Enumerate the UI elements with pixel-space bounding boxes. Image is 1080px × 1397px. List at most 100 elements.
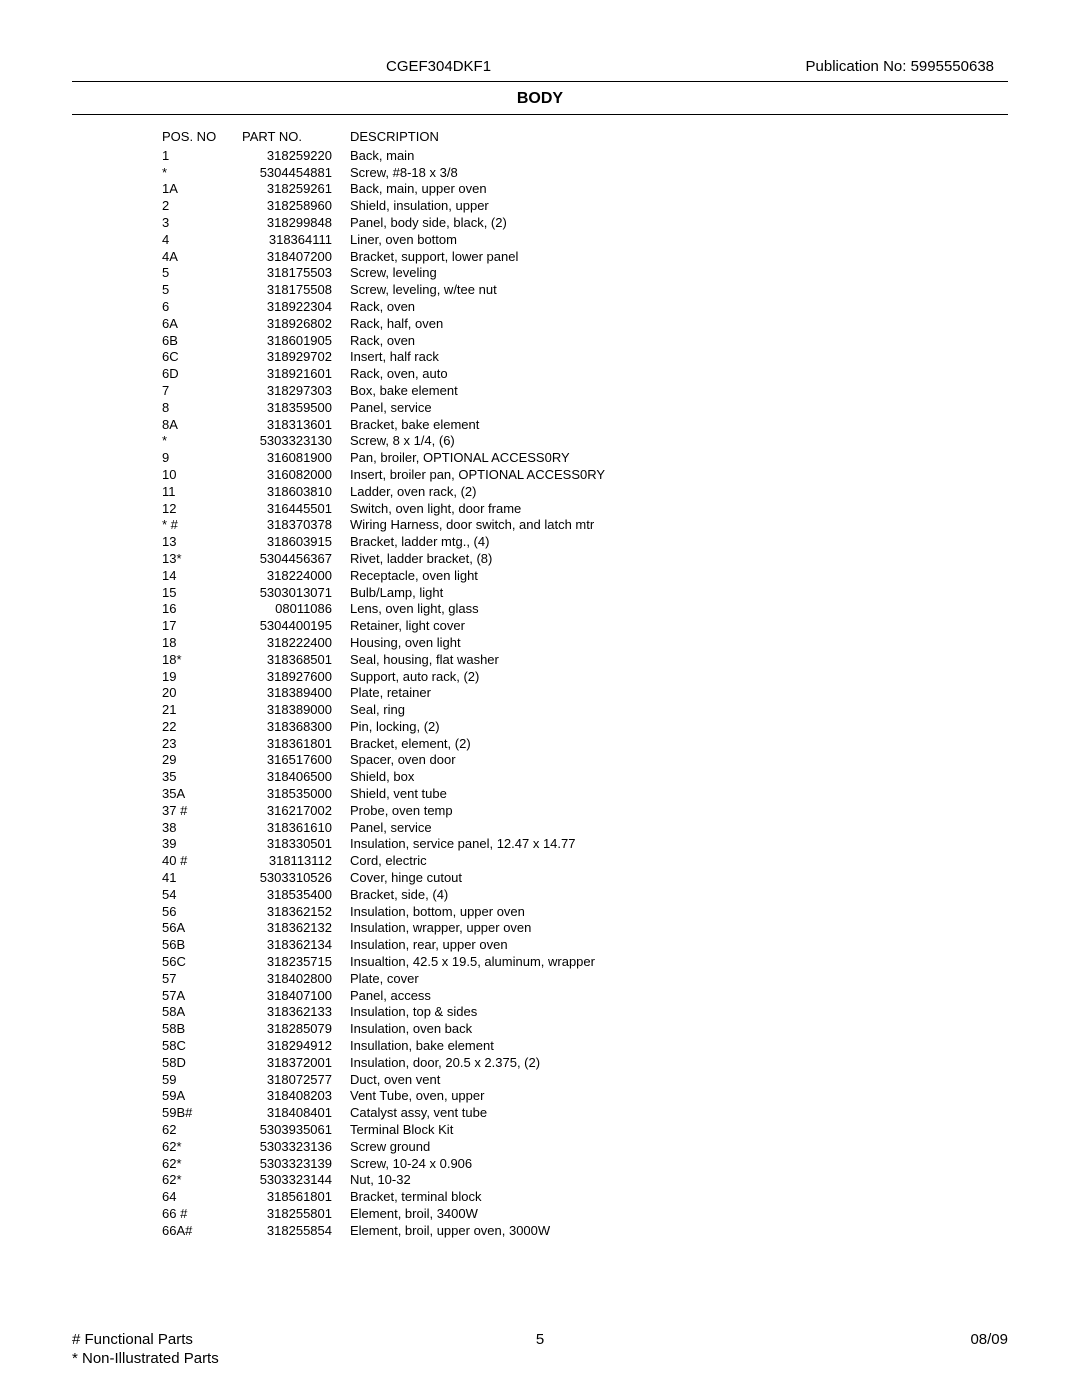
cell-desc: Screw, leveling [350, 265, 1008, 282]
table-row: 59B#318408401Catalyst assy, vent tube [162, 1105, 1008, 1122]
table-row: 62*5303323136Screw ground [162, 1139, 1008, 1156]
cell-pos: 56C [162, 954, 242, 971]
cell-desc: Insulation, wrapper, upper oven [350, 920, 1008, 937]
cell-pos: 62 [162, 1122, 242, 1139]
table-row: 21318389000Seal, ring [162, 702, 1008, 719]
cell-part: 5304456367 [242, 551, 350, 568]
cell-desc: Panel, body side, black, (2) [350, 215, 1008, 232]
cell-pos: 13* [162, 551, 242, 568]
cell-pos: 1 [162, 148, 242, 165]
cell-part: 318402800 [242, 971, 350, 988]
cell-part: 5304400195 [242, 618, 350, 635]
cell-pos: * [162, 165, 242, 182]
cell-pos: 66 # [162, 1206, 242, 1223]
section-title: BODY [72, 81, 1008, 115]
cell-part: 318926802 [242, 316, 350, 333]
cell-desc: Shield, box [350, 769, 1008, 786]
cell-part: 318535400 [242, 887, 350, 904]
cell-part: 318407200 [242, 249, 350, 266]
cell-pos: 6C [162, 349, 242, 366]
cell-pos: 6D [162, 366, 242, 383]
cell-desc: Rack, oven [350, 299, 1008, 316]
cell-desc: Panel, service [350, 400, 1008, 417]
table-row: 23318361801Bracket, element, (2) [162, 736, 1008, 753]
cell-part: 318313601 [242, 417, 350, 434]
cell-pos: 6B [162, 333, 242, 350]
cell-part: 318921601 [242, 366, 350, 383]
cell-pos: 58D [162, 1055, 242, 1072]
cell-part: 318294912 [242, 1038, 350, 1055]
cell-desc: Spacer, oven door [350, 752, 1008, 769]
cell-pos: 38 [162, 820, 242, 837]
table-row: 37 #316217002Probe, oven temp [162, 803, 1008, 820]
table-row: 13318603915Bracket, ladder mtg., (4) [162, 534, 1008, 551]
cell-pos: 4A [162, 249, 242, 266]
table-row: 59318072577Duct, oven vent [162, 1072, 1008, 1089]
cell-desc: Screw, 10-24 x 0.906 [350, 1156, 1008, 1173]
cell-desc: Retainer, light cover [350, 618, 1008, 635]
cell-part: 5303323136 [242, 1139, 350, 1156]
cell-pos: 58C [162, 1038, 242, 1055]
cell-part: 316081900 [242, 450, 350, 467]
cell-pos: 10 [162, 467, 242, 484]
page-number: 5 [536, 1331, 544, 1348]
cell-part: 318224000 [242, 568, 350, 585]
cell-desc: Panel, access [350, 988, 1008, 1005]
cell-part: 318389000 [242, 702, 350, 719]
cell-pos: 62* [162, 1156, 242, 1173]
cell-pos: 59A [162, 1088, 242, 1105]
cell-pos: 39 [162, 836, 242, 853]
cell-desc: Ladder, oven rack, (2) [350, 484, 1008, 501]
cell-part: 5303323144 [242, 1172, 350, 1189]
cell-desc: Wiring Harness, door switch, and latch m… [350, 517, 1008, 534]
cell-desc: Switch, oven light, door frame [350, 501, 1008, 518]
cell-pos: 7 [162, 383, 242, 400]
table-row: 62*5303323144Nut, 10-32 [162, 1172, 1008, 1189]
cell-pos: 58A [162, 1004, 242, 1021]
cell-desc: Receptacle, oven light [350, 568, 1008, 585]
col-header-pos: POS. NO [162, 129, 242, 146]
table-row: 64318561801Bracket, terminal block [162, 1189, 1008, 1206]
cell-part: 318361801 [242, 736, 350, 753]
cell-part: 318927600 [242, 669, 350, 686]
cell-pos: 14 [162, 568, 242, 585]
cell-pos: 5 [162, 265, 242, 282]
table-row: 56318362152Insulation, bottom, upper ove… [162, 904, 1008, 921]
table-row: 58C318294912Insullation, bake element [162, 1038, 1008, 1055]
footer-line: # Functional Parts 5 08/09 [72, 1331, 1008, 1348]
cell-desc: Rack, oven [350, 333, 1008, 350]
cell-part: 318255801 [242, 1206, 350, 1223]
cell-desc: Lens, oven light, glass [350, 601, 1008, 618]
cell-pos: 37 # [162, 803, 242, 820]
table-row: 1608011086Lens, oven light, glass [162, 601, 1008, 618]
table-row: 18*318368501Seal, housing, flat washer [162, 652, 1008, 669]
cell-part: 318603915 [242, 534, 350, 551]
cell-part: 318362132 [242, 920, 350, 937]
cell-desc: Insert, half rack [350, 349, 1008, 366]
cell-part: 318361610 [242, 820, 350, 837]
cell-part: 318259261 [242, 181, 350, 198]
table-row: 40 #318113112Cord, electric [162, 853, 1008, 870]
cell-pos: 19 [162, 669, 242, 686]
table-row: 11318603810Ladder, oven rack, (2) [162, 484, 1008, 501]
cell-desc: Insulation, top & sides [350, 1004, 1008, 1021]
cell-part: 318561801 [242, 1189, 350, 1206]
table-row: 175304400195Retainer, light cover [162, 618, 1008, 635]
table-row: 2318258960Shield, insulation, upper [162, 198, 1008, 215]
table-row: 62*5303323139Screw, 10-24 x 0.906 [162, 1156, 1008, 1173]
page-header: CGEF304DKF1 Publication No: 5995550638 [72, 58, 1008, 81]
cell-desc: Housing, oven light [350, 635, 1008, 652]
cell-part: 318389400 [242, 685, 350, 702]
cell-pos: 4 [162, 232, 242, 249]
cell-part: 318259220 [242, 148, 350, 165]
cell-desc: Screw ground [350, 1139, 1008, 1156]
cell-part: 318368501 [242, 652, 350, 669]
table-row: 19318927600Support, auto rack, (2) [162, 669, 1008, 686]
cell-desc: Cord, electric [350, 853, 1008, 870]
cell-desc: Panel, service [350, 820, 1008, 837]
cell-part: 5303935061 [242, 1122, 350, 1139]
cell-part: 318535000 [242, 786, 350, 803]
cell-desc: Insullation, bake element [350, 1038, 1008, 1055]
cell-part: 5304454881 [242, 165, 350, 182]
cell-pos: 29 [162, 752, 242, 769]
